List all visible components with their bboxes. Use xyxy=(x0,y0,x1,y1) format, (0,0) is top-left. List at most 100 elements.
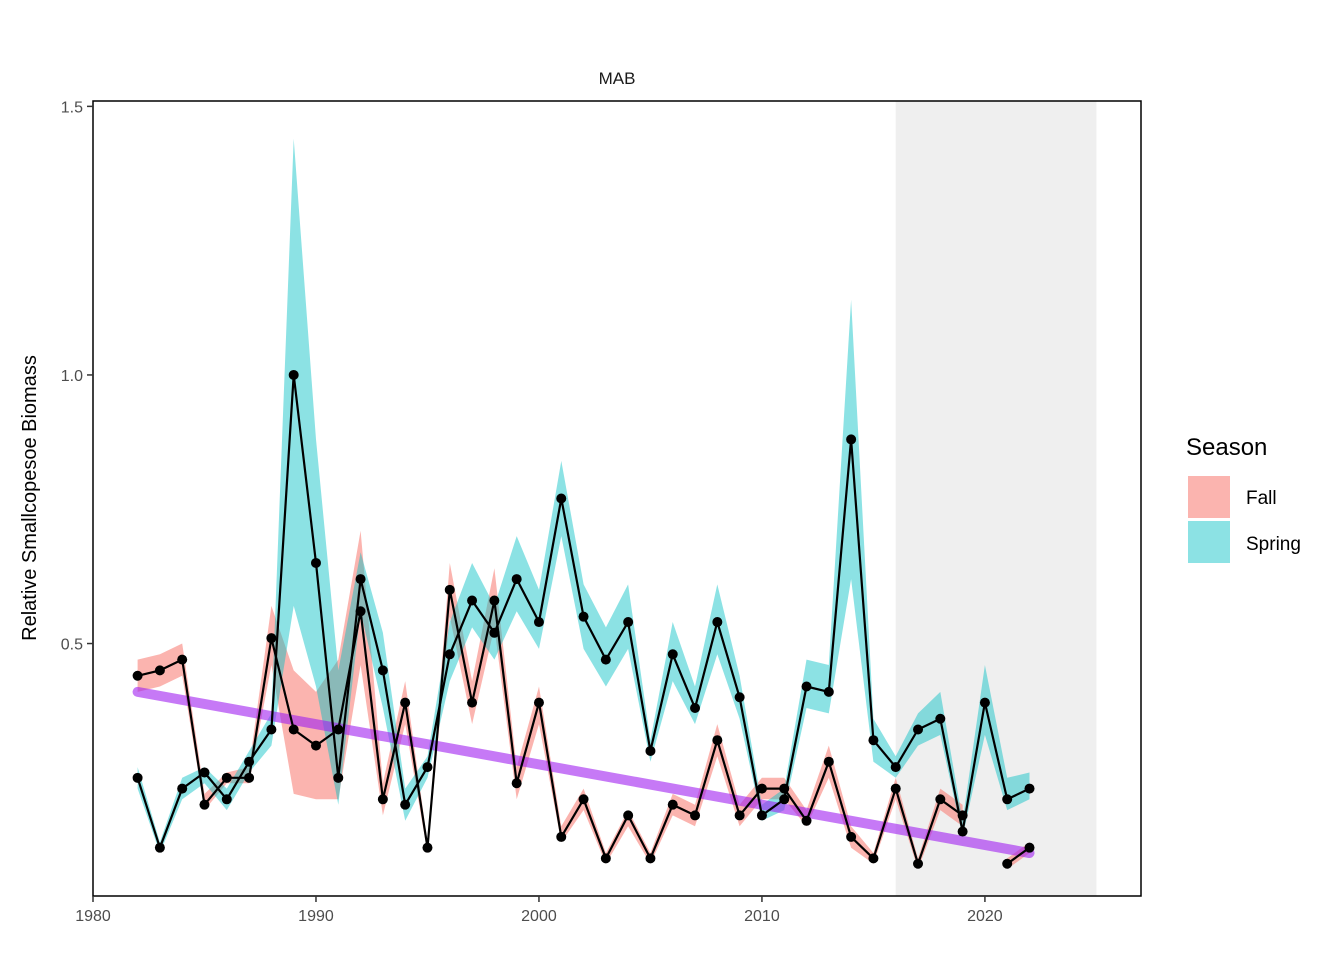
trend-line xyxy=(132,686,1035,859)
point-spring-2015 xyxy=(868,735,879,746)
point-spring-1987 xyxy=(244,756,255,767)
point-fall-2001 xyxy=(556,831,567,842)
legend: Season Fall Spring xyxy=(1186,434,1301,563)
point-spring-2011 xyxy=(779,794,790,805)
point-fall-1996 xyxy=(444,584,455,595)
point-spring-1989 xyxy=(288,369,299,380)
point-fall-2008 xyxy=(712,735,723,746)
point-fall-1989 xyxy=(288,724,299,735)
point-fall-2022 xyxy=(1024,842,1035,853)
point-spring-2016 xyxy=(890,762,901,773)
point-fall-1987 xyxy=(244,772,255,783)
point-fall-1986 xyxy=(221,772,232,783)
x-tick-label-2020: 2020 xyxy=(967,908,1003,925)
x-axis: 1980 1990 2000 2010 2020 xyxy=(75,896,1003,925)
point-spring-2006 xyxy=(667,649,678,660)
point-fall-1990 xyxy=(310,740,321,751)
legend-key-fall xyxy=(1188,476,1230,518)
point-fall-1988 xyxy=(266,633,277,644)
point-fall-1992 xyxy=(355,606,366,617)
point-fall-1983 xyxy=(154,665,165,676)
point-fall-2004 xyxy=(623,810,634,821)
point-spring-2004 xyxy=(623,617,634,628)
point-spring-2000 xyxy=(533,617,544,628)
point-fall-1994 xyxy=(400,697,411,708)
highlight-period xyxy=(895,101,1097,896)
point-fall-2013 xyxy=(823,756,834,767)
point-fall-2002 xyxy=(578,794,589,805)
x-tick-label-1990: 1990 xyxy=(298,908,334,925)
point-fall-1982 xyxy=(132,670,143,681)
point-spring-2018 xyxy=(935,713,946,724)
y-tick-label-0-5: 0.5 xyxy=(61,637,83,654)
ribbon-spring-0 xyxy=(137,138,1030,854)
point-fall-2009 xyxy=(734,810,745,821)
point-spring-2009 xyxy=(734,692,745,703)
point-fall-1998 xyxy=(489,595,500,606)
point-fall-2018 xyxy=(935,794,946,805)
point-spring-2013 xyxy=(823,686,834,697)
point-fall-2000 xyxy=(533,697,544,708)
x-tick-label-2010: 2010 xyxy=(744,908,780,925)
panel-title: MAB xyxy=(599,69,636,88)
point-spring-1993 xyxy=(377,665,388,676)
point-fall-1991 xyxy=(333,724,344,735)
point-spring-1986 xyxy=(221,794,232,805)
point-spring-1999 xyxy=(511,574,522,585)
legend-label-spring: Spring xyxy=(1246,534,1301,555)
trend-layer xyxy=(132,686,1035,859)
point-spring-2010 xyxy=(756,810,767,821)
point-fall-1999 xyxy=(511,778,522,789)
point-spring-2003 xyxy=(600,654,611,665)
point-fall-2021 xyxy=(1002,858,1013,869)
point-spring-2001 xyxy=(556,493,567,504)
point-fall-2019 xyxy=(957,810,968,821)
point-spring-2012 xyxy=(801,681,812,692)
point-spring-1994 xyxy=(400,799,411,810)
x-tick-label-1980: 1980 xyxy=(75,908,111,925)
y-tick-label-1: 1.0 xyxy=(61,368,83,385)
point-fall-2007 xyxy=(690,810,701,821)
point-fall-1995 xyxy=(422,842,433,853)
point-fall-2003 xyxy=(600,853,611,864)
panel-border xyxy=(92,100,1142,897)
point-layer xyxy=(132,369,1035,869)
y-axis-title: Relative Smallcopesoe Biomass xyxy=(19,355,41,641)
y-axis: 0.5 1.0 1.5 xyxy=(61,99,93,654)
point-spring-2002 xyxy=(578,611,589,622)
point-fall-1997 xyxy=(467,697,478,708)
point-spring-1998 xyxy=(489,627,500,638)
point-spring-1985 xyxy=(199,767,210,778)
point-spring-1992 xyxy=(355,574,366,585)
point-fall-2014 xyxy=(846,831,857,842)
point-fall-1993 xyxy=(377,794,388,805)
point-spring-1983 xyxy=(154,842,165,853)
point-fall-2017 xyxy=(913,858,924,869)
point-fall-2006 xyxy=(667,799,678,810)
point-spring-2019 xyxy=(957,826,968,837)
point-spring-2005 xyxy=(645,745,656,756)
point-fall-2011 xyxy=(779,783,790,794)
legend-key-spring xyxy=(1188,521,1230,563)
point-fall-2015 xyxy=(868,853,879,864)
point-fall-2005 xyxy=(645,853,656,864)
point-spring-1991 xyxy=(333,772,344,783)
point-spring-1988 xyxy=(266,724,277,735)
legend-label-fall: Fall xyxy=(1246,488,1277,509)
point-spring-1982 xyxy=(132,772,143,783)
point-spring-1990 xyxy=(310,557,321,568)
point-spring-2017 xyxy=(913,724,924,735)
point-spring-1997 xyxy=(467,595,478,606)
point-spring-2022 xyxy=(1024,783,1035,794)
point-spring-1984 xyxy=(177,783,188,794)
point-fall-1984 xyxy=(177,654,188,665)
point-spring-1995 xyxy=(422,762,433,773)
point-spring-2007 xyxy=(690,702,701,713)
x-tick-label-2000: 2000 xyxy=(521,908,557,925)
y-tick-label-1-5: 1.5 xyxy=(61,99,83,116)
point-spring-2021 xyxy=(1002,794,1013,805)
point-fall-2012 xyxy=(801,815,812,826)
point-spring-2008 xyxy=(712,617,723,628)
point-spring-2020 xyxy=(979,697,990,708)
